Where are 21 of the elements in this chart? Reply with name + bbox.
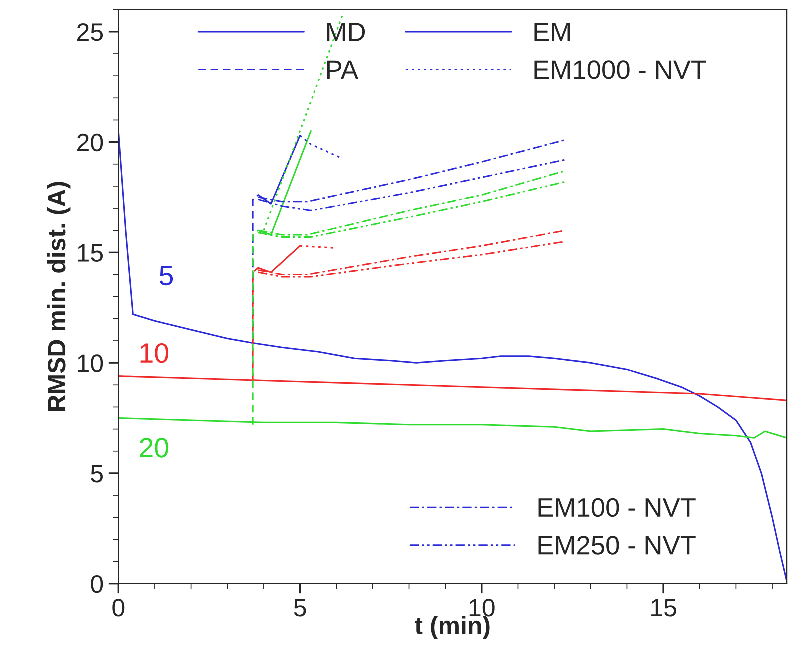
x-tick-label: 0 <box>112 599 125 617</box>
annotation: 20 <box>140 438 169 458</box>
y-tick-label: 15 <box>78 244 104 262</box>
legend-label: MD <box>327 23 366 42</box>
y-tick-label: 10 <box>78 354 104 372</box>
x-axis-title: t (min) <box>414 616 490 640</box>
legend-label: EM1000 - NVT <box>534 60 706 80</box>
legend-label: EM100 - NVT <box>538 498 696 518</box>
annotation: 5 <box>160 266 174 286</box>
x-tick-label: 5 <box>294 599 306 617</box>
legend-label: EM250 - NVT <box>538 536 696 555</box>
x-tick-label: 15 <box>652 599 676 617</box>
x-tick-label: 10 <box>470 599 495 617</box>
legend-label: EM <box>534 23 570 42</box>
y-tick-label: 20 <box>78 134 104 152</box>
legend-label: PA <box>327 60 358 80</box>
y-axis-title: RMSD min. dist. (A) <box>47 182 71 412</box>
annotation: 10 <box>140 343 169 364</box>
y-tick-label: 25 <box>78 24 104 42</box>
y-tick-label: 5 <box>91 465 104 483</box>
y-tick-label: 0 <box>91 575 104 594</box>
